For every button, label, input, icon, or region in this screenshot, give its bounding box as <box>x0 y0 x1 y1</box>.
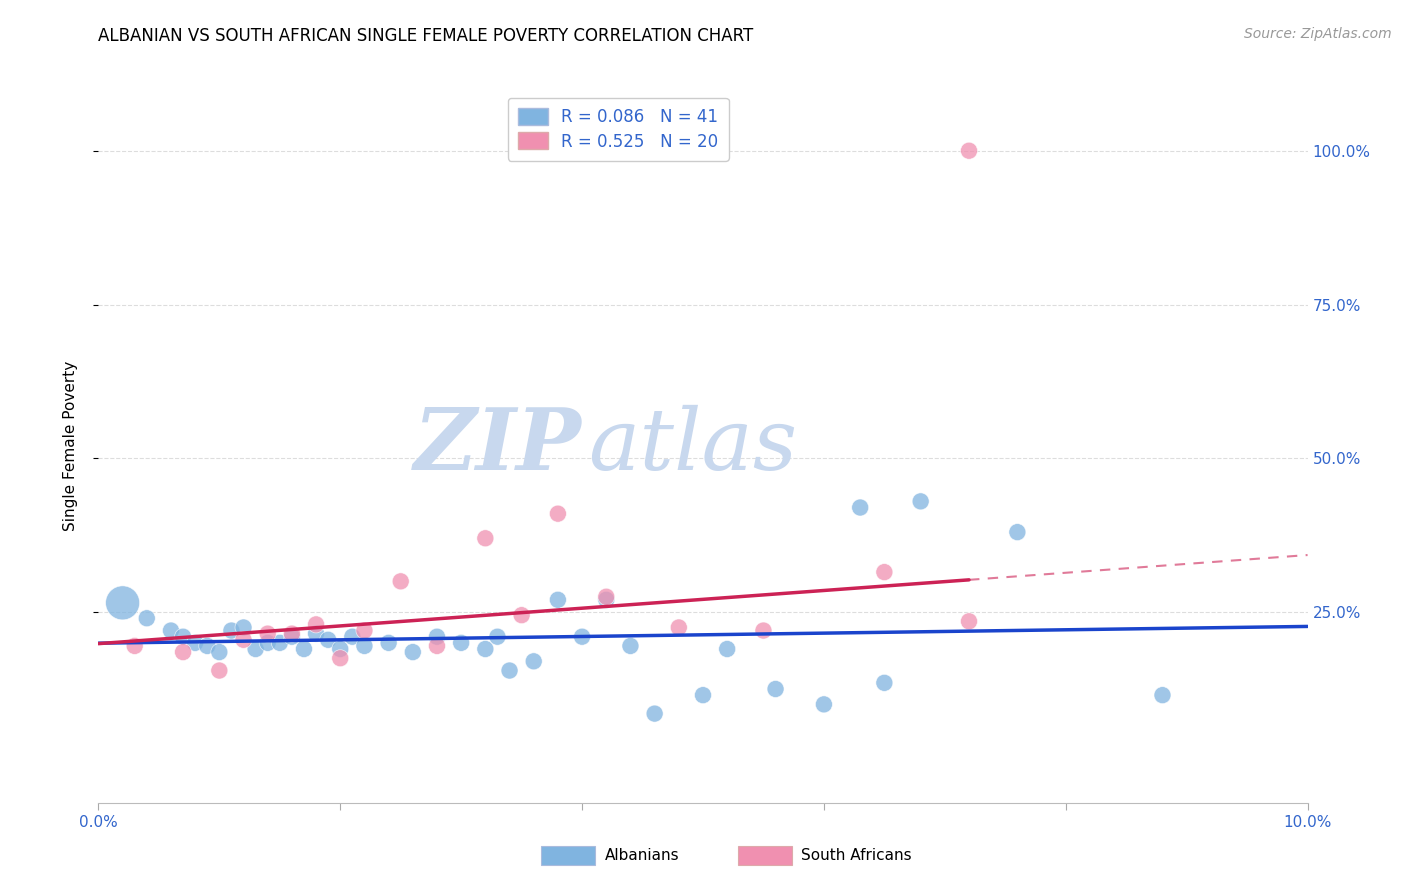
Point <box>1007 525 1029 540</box>
Point <box>692 688 714 702</box>
Point <box>353 624 375 638</box>
Point <box>426 630 449 644</box>
Point <box>668 620 690 634</box>
Point <box>486 630 509 644</box>
Point <box>644 706 666 721</box>
Point <box>1152 688 1174 702</box>
Point <box>716 642 738 657</box>
Point <box>111 596 134 610</box>
Point <box>342 630 364 644</box>
Point <box>547 592 569 607</box>
Text: Source: ZipAtlas.com: Source: ZipAtlas.com <box>1244 27 1392 41</box>
Point <box>329 651 352 665</box>
Point <box>595 590 617 604</box>
Point <box>571 630 593 644</box>
Point <box>292 642 315 657</box>
Point <box>377 636 399 650</box>
Point <box>498 664 520 678</box>
Point <box>195 639 218 653</box>
Point <box>124 639 146 653</box>
Y-axis label: Single Female Poverty: Single Female Poverty <box>63 361 77 531</box>
Point <box>450 636 472 650</box>
Point <box>245 642 267 657</box>
Point <box>305 626 328 640</box>
Point <box>595 592 617 607</box>
Point <box>305 617 328 632</box>
Point <box>232 632 254 647</box>
Text: ALBANIAN VS SOUTH AFRICAN SINGLE FEMALE POVERTY CORRELATION CHART: ALBANIAN VS SOUTH AFRICAN SINGLE FEMALE … <box>98 27 754 45</box>
Point <box>510 608 533 623</box>
Point <box>957 615 980 629</box>
Point <box>329 642 352 657</box>
Point <box>232 620 254 634</box>
Point <box>547 507 569 521</box>
Point <box>160 624 183 638</box>
Text: Albanians: Albanians <box>605 848 679 863</box>
Point <box>172 630 194 644</box>
Point <box>208 664 231 678</box>
Point <box>619 639 641 653</box>
Point <box>208 645 231 659</box>
Point <box>873 676 896 690</box>
Point <box>523 654 546 668</box>
Point <box>172 645 194 659</box>
Text: atlas: atlas <box>588 405 797 487</box>
Point <box>402 645 425 659</box>
Point <box>281 626 304 640</box>
Point <box>184 636 207 650</box>
Text: South Africans: South Africans <box>801 848 912 863</box>
Point <box>474 531 496 545</box>
Point <box>813 698 835 712</box>
Legend: R = 0.086   N = 41, R = 0.525   N = 20: R = 0.086 N = 41, R = 0.525 N = 20 <box>508 97 728 161</box>
Point <box>135 611 157 625</box>
Text: ZIP: ZIP <box>415 404 582 488</box>
Point <box>873 565 896 579</box>
Point <box>910 494 932 508</box>
Point <box>353 639 375 653</box>
Point <box>316 632 339 647</box>
Point <box>256 626 278 640</box>
Point <box>281 630 304 644</box>
Point <box>765 681 787 696</box>
Point <box>752 624 775 638</box>
Point <box>849 500 872 515</box>
Point <box>389 574 412 589</box>
Point <box>269 636 291 650</box>
Point <box>221 624 243 638</box>
Point <box>957 144 980 158</box>
Point <box>474 642 496 657</box>
Point <box>426 639 449 653</box>
Point <box>256 636 278 650</box>
